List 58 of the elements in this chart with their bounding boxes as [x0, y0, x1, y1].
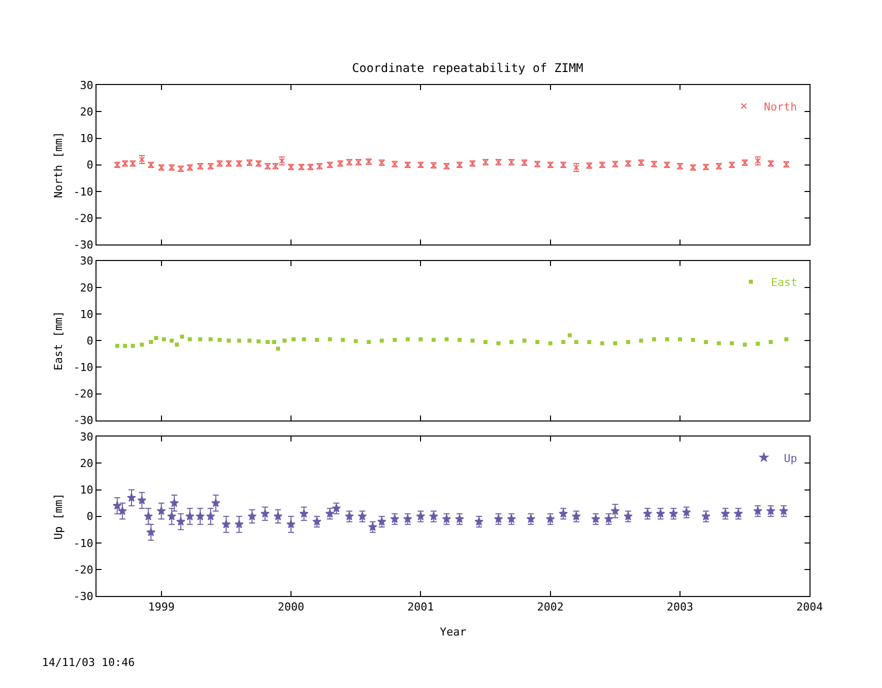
point	[286, 520, 296, 528]
chart-title: Coordinate repeatability of ZIMM	[352, 61, 584, 75]
x-tick-label: 2004	[796, 600, 824, 614]
y-tick-label: 30	[80, 430, 94, 444]
y-axis-title: North [mm]	[52, 132, 66, 198]
point	[610, 506, 620, 515]
x-tick-label: 2002	[537, 600, 564, 614]
legend-label: North	[764, 100, 798, 114]
point	[299, 509, 308, 518]
point	[137, 496, 146, 504]
y-tick-label: 30	[80, 78, 94, 92]
y-tick-label: 10	[80, 132, 94, 146]
y-tick-label: 0	[86, 334, 94, 348]
y-tick-label: -30	[73, 414, 94, 428]
y-tick-label: 20	[80, 281, 94, 294]
y-tick-label: 10	[80, 484, 94, 497]
y-tick-label: 0	[86, 510, 94, 524]
point	[185, 512, 194, 520]
point	[248, 512, 257, 520]
point	[222, 520, 231, 528]
point	[144, 512, 153, 520]
y-tick-label: -20	[73, 212, 94, 225]
point	[170, 498, 179, 507]
point	[146, 528, 156, 536]
y-tick-label: 10	[80, 308, 94, 321]
x-tick-label: 2000	[278, 600, 304, 614]
y-tick-label: 20	[80, 457, 94, 470]
point	[196, 512, 205, 520]
x-tick-label: 2003	[666, 600, 694, 614]
point	[260, 509, 270, 518]
point	[118, 506, 127, 515]
x-tick-label: 1999	[148, 600, 175, 614]
y-axis-title: East [mm]	[52, 310, 66, 370]
y-tick-label: 0	[86, 158, 94, 172]
y-tick-label: -10	[73, 361, 94, 374]
point	[127, 493, 136, 502]
y-tick-label: -20	[73, 388, 94, 401]
text: 14/11/03 10:46	[42, 656, 135, 669]
legend-label: Up	[784, 452, 798, 465]
y-tick-label: 30	[80, 254, 94, 268]
y-tick-label: 20	[80, 106, 94, 119]
y-tick-label: -20	[73, 563, 94, 576]
point	[167, 512, 176, 520]
y-tick-label: -10	[73, 536, 94, 550]
legend-label: East	[770, 276, 798, 290]
x-tick-label: 2001	[407, 600, 434, 614]
point	[112, 501, 122, 510]
y-tick-label: -30	[73, 590, 94, 603]
point	[211, 498, 220, 507]
point	[274, 512, 283, 520]
point	[234, 520, 244, 528]
point	[156, 506, 166, 515]
y-axis-title: Up [mm]	[52, 493, 66, 540]
point	[206, 512, 216, 520]
point	[176, 517, 186, 526]
y-tick-label: -30	[73, 238, 94, 252]
x-axis-title: Year	[440, 626, 467, 639]
y-tick-label: -10	[73, 185, 94, 198]
